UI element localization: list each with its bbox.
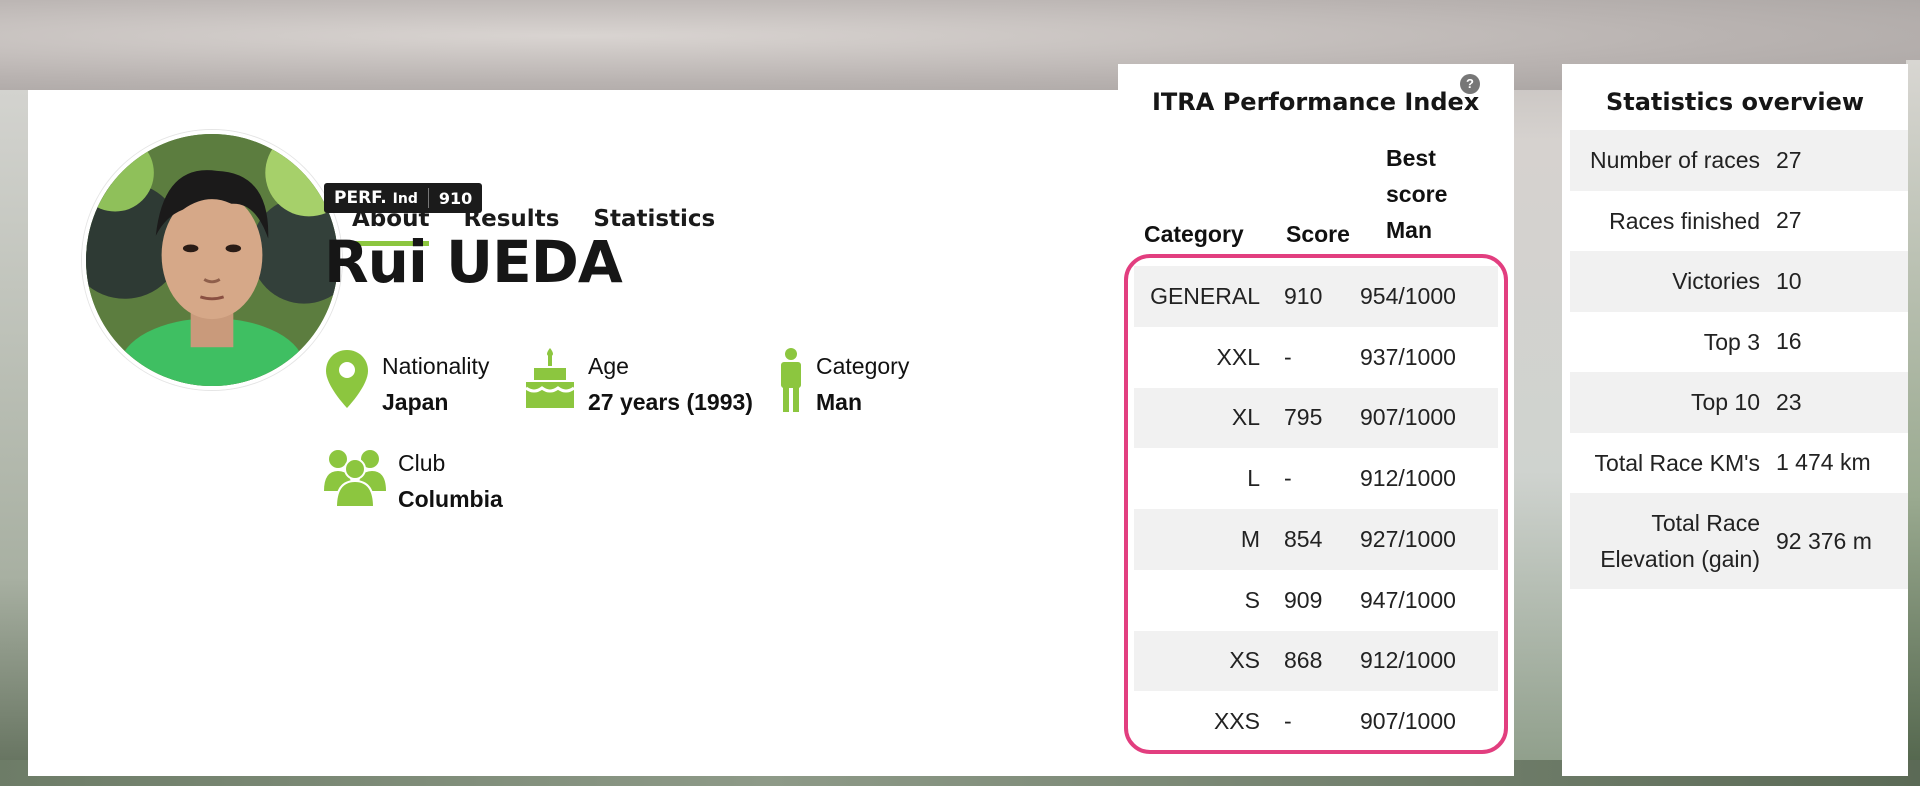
stat-label: Victories	[1672, 268, 1760, 295]
row-score: -	[1284, 708, 1292, 735]
tab-statistics[interactable]: Statistics	[593, 206, 716, 232]
runner-name: Rui UEDA	[324, 228, 623, 296]
row-best: 947/1000	[1360, 586, 1456, 613]
itra-title: ITRA Performance Index	[1152, 88, 1480, 116]
performance-index-badge: PERF. Ind 910	[324, 183, 483, 213]
category-value: Man	[816, 389, 862, 415]
stats-row: Number of races 27	[1570, 130, 1908, 191]
stat-value: 16	[1776, 328, 1802, 355]
background-mountain-left	[0, 90, 28, 786]
row-score: -	[1284, 465, 1292, 492]
stat-label: Top 10	[1690, 389, 1760, 416]
stat-value: 92 376 m	[1776, 527, 1872, 554]
stat-label: Total Race KM's	[1594, 449, 1760, 476]
header-category: Category	[1144, 221, 1244, 247]
table-row: XXL - 937/1000	[1134, 327, 1498, 388]
perf-badge-label: PERF. Ind	[324, 188, 429, 208]
stat-label: Number of races	[1589, 147, 1760, 174]
nationality-label: Nationality	[382, 353, 490, 379]
age-label: Age	[588, 353, 629, 379]
stat-label: Total Race Elevation (gain)	[1600, 510, 1760, 572]
category-info: Category Man	[778, 348, 909, 420]
profile-card: About Results Statistics	[28, 90, 1120, 776]
stats-row: Victories 10	[1570, 251, 1908, 312]
stats-row: Top 10 23	[1570, 372, 1908, 433]
stat-value: 27	[1776, 146, 1802, 173]
row-best: 954/1000	[1360, 282, 1456, 309]
table-row: S 909 947/1000	[1134, 570, 1498, 631]
row-best: 907/1000	[1360, 708, 1456, 735]
stat-label: Top 3	[1703, 328, 1760, 355]
table-row: M 854 927/1000	[1134, 509, 1498, 570]
row-category: XXL	[1216, 343, 1260, 370]
stats-row: Total Race Elevation (gain) 92 376 m	[1570, 493, 1908, 589]
row-category: M	[1240, 525, 1260, 552]
row-best: 912/1000	[1360, 465, 1456, 492]
row-best: 907/1000	[1360, 404, 1456, 431]
row-category: XS	[1229, 647, 1260, 674]
row-best: 912/1000	[1360, 647, 1456, 674]
age-info: Age 27 years (1993)	[524, 348, 753, 420]
row-score: -	[1284, 343, 1292, 370]
row-best: 937/1000	[1360, 343, 1456, 370]
row-score: 795	[1284, 404, 1323, 431]
statistics-overview-panel: Statistics overview Number of races 27 R…	[1562, 64, 1908, 776]
row-score: 868	[1284, 647, 1323, 674]
row-score: 910	[1284, 282, 1323, 309]
row-category: GENERAL	[1150, 282, 1260, 309]
stat-value: 1 474 km	[1776, 449, 1871, 476]
stat-value: 23	[1776, 388, 1802, 415]
stats-list: Number of races 27 Races finished 27 Vic…	[1570, 130, 1908, 589]
stats-row: Total Race KM's 1 474 km	[1570, 433, 1908, 494]
row-category: L	[1247, 465, 1260, 492]
age-value: 27 years (1993)	[588, 389, 753, 415]
perf-badge-value: 910	[438, 188, 473, 208]
row-score: 909	[1284, 586, 1323, 613]
header-best-score: Best score Man	[1386, 145, 1448, 243]
avatar	[82, 130, 342, 390]
nationality-value: Japan	[382, 389, 449, 415]
background-mountain-right	[1906, 60, 1920, 786]
table-row: GENERAL 910 954/1000	[1134, 266, 1498, 327]
table-row: XL 795 907/1000	[1134, 387, 1498, 449]
stat-value: 27	[1776, 207, 1802, 234]
help-icon[interactable]: ?	[1460, 74, 1480, 94]
row-best: 927/1000	[1360, 525, 1456, 552]
club-value: Columbia	[398, 486, 503, 512]
header-score: Score	[1286, 221, 1350, 247]
table-row: XXS - 907/1000	[1134, 691, 1498, 752]
itra-performance-panel: ITRA Performance Index ? Category Score …	[1118, 64, 1514, 776]
row-category: XL	[1231, 404, 1260, 431]
club-label: Club	[398, 450, 446, 476]
stats-row: Top 3 16	[1570, 312, 1908, 373]
itra-table-header: Category Score Best score Man	[1144, 144, 1508, 248]
man-icon	[778, 348, 804, 417]
club-info: Club Columbia	[324, 445, 503, 517]
table-row: L - 912/1000	[1134, 448, 1498, 509]
row-category: XXS	[1213, 708, 1260, 735]
row-category: S	[1244, 586, 1260, 613]
stats-title: Statistics overview	[1605, 88, 1865, 116]
category-label: Category	[816, 353, 910, 379]
row-score: 854	[1284, 525, 1323, 552]
stats-row: Races finished 27	[1570, 191, 1908, 252]
location-pin-icon	[324, 348, 370, 415]
group-icon	[324, 445, 386, 512]
stat-value: 10	[1776, 267, 1802, 294]
birthday-cake-icon	[524, 348, 576, 415]
stat-label: Races finished	[1609, 207, 1760, 234]
runner-photo	[86, 134, 338, 386]
nationality-info: Nationality Japan	[324, 348, 489, 420]
table-row: XS 868 912/1000	[1134, 630, 1498, 692]
itra-table-highlight: GENERAL 910 954/1000 XXL - 937/1000 XL 7…	[1124, 254, 1508, 754]
